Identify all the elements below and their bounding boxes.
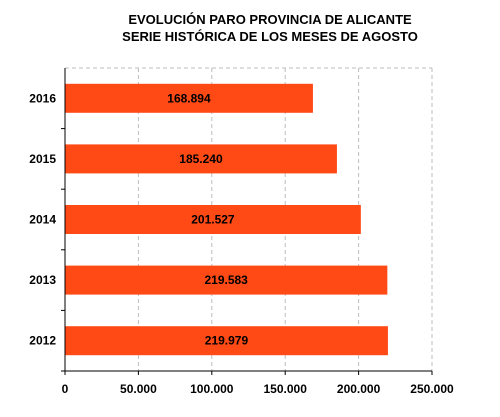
data-label: 185.240 [179,152,223,166]
category-label: 2015 [29,152,56,166]
grid-lines [65,67,433,371]
category-label: 2014 [29,213,56,227]
category-label: 2012 [29,334,56,348]
category-label: 2013 [29,273,56,287]
bar [65,326,388,356]
data-label: 201.527 [191,213,235,227]
bars-group [65,83,388,356]
x-tick-label: 200.000 [337,382,381,396]
chart-subtitle: SERIE HISTÓRICA DE LOS MESES DE AGOSTO [122,29,418,44]
bar [65,144,337,174]
bar [65,205,361,234]
x-tick-label: 50.000 [120,382,157,396]
x-tick-label: 0 [62,382,69,396]
bar [65,83,313,113]
data-label: 219.979 [205,334,249,348]
chart-title: EVOLUCIÓN PARO PROVINCIA DE ALICANTE [128,12,412,27]
category-label: 2016 [29,91,56,105]
x-tick-label: 100.000 [190,382,234,396]
data-label: 219.583 [204,273,248,287]
data-label: 168.894 [167,91,211,105]
axes-group [61,68,433,375]
x-tick-label: 250.000 [410,382,454,396]
x-tick-label: 150.000 [264,382,308,396]
bar [65,265,388,295]
labels-group: 168.894 2016 185.240 2015 201.527 2014 219.583… [29,91,454,396]
